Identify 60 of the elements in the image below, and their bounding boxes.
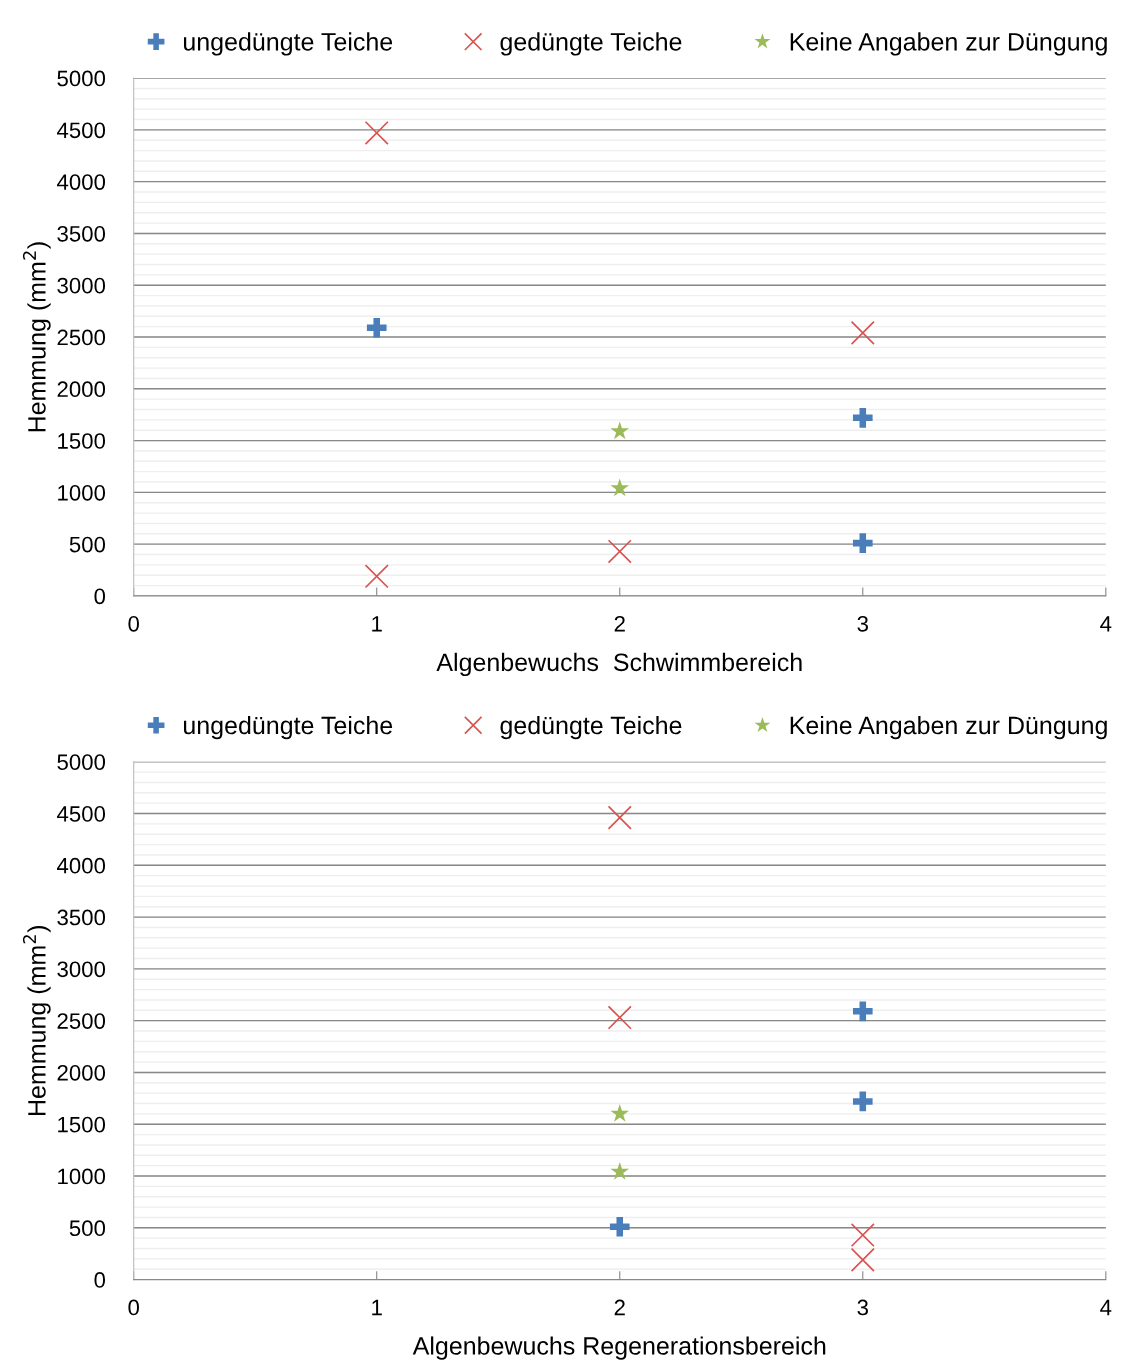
x-tick-label: 2 (614, 1299, 625, 1316)
x-tick-label: 4 (1100, 1299, 1112, 1316)
point (850, 1223, 875, 1248)
legend-label: gedüngte Teiche (500, 715, 682, 740)
x-tick-label: 0 (128, 615, 139, 632)
y-tick-label: 3000 (57, 277, 106, 294)
point (610, 421, 630, 440)
point (609, 1216, 630, 1237)
point (852, 533, 873, 553)
y-tick-label: 500 (69, 536, 106, 553)
legend-label: gedüngte Teiche (500, 32, 682, 56)
legend-label: ungedüngte Teiche (183, 32, 393, 56)
x-tick-label: 1 (372, 616, 382, 632)
legend-label: Keine Angaben zur Düngung (790, 715, 1107, 740)
y-tick-label: 4500 (57, 806, 106, 822)
point (610, 1162, 630, 1180)
point (610, 1104, 630, 1122)
y-tick-label: 4500 (57, 122, 106, 139)
x-tick-label: 3 (857, 1299, 868, 1316)
y-tick-label: 5000 (57, 70, 106, 87)
y-tick-label: 3500 (57, 225, 106, 242)
y-axis-title: Hemmung (mm$^{2}$) (22, 925, 51, 1115)
point (852, 1091, 873, 1112)
point (364, 564, 389, 589)
point (364, 120, 389, 146)
y-axis-title: Hemmung (mm$^{2}$) (22, 242, 51, 432)
y-tick-label: 1500 (58, 433, 106, 449)
y-tick-label: 1000 (58, 1168, 106, 1185)
legend-label: Keine Angaben zur Düngung (790, 32, 1107, 56)
y-tick-label: 2000 (57, 381, 106, 398)
x-tick-label: 2 (614, 615, 625, 632)
y-tick-label: 5000 (57, 754, 106, 770)
y-tick-label: 3000 (57, 961, 106, 978)
point (852, 407, 873, 428)
x-tick-label: 0 (128, 1299, 139, 1316)
y-tick-label: 0 (94, 1272, 106, 1288)
x-tick-label: 4 (1100, 616, 1112, 632)
y-tick-label: 4000 (57, 857, 106, 874)
point (607, 539, 632, 564)
y-tick-label: 1500 (58, 1116, 106, 1133)
x-tick-label: 1 (372, 1299, 382, 1316)
y-tick-label: 3500 (57, 909, 106, 926)
y-tick-label: 1000 (58, 484, 106, 501)
point (366, 317, 387, 338)
y-tick-label: 0 (94, 588, 106, 605)
point (850, 320, 875, 345)
point (610, 478, 630, 497)
y-tick-label: 500 (69, 1220, 106, 1237)
x-axis-title: Algenbewuchs Schwimmbereich (436, 652, 802, 677)
y-tick-label: 4000 (57, 174, 106, 190)
point (852, 1001, 873, 1022)
x-axis-title: Algenbewuchs Regenerationsbereich (412, 1336, 826, 1360)
point (607, 1005, 632, 1030)
point (607, 805, 632, 830)
point (850, 1247, 875, 1272)
legend-label: ungedüngte Teiche (183, 715, 393, 740)
y-tick-label: 2500 (57, 1013, 106, 1029)
x-tick-label: 3 (857, 615, 868, 632)
y-tick-label: 2500 (57, 329, 106, 346)
y-tick-label: 2000 (57, 1064, 106, 1081)
